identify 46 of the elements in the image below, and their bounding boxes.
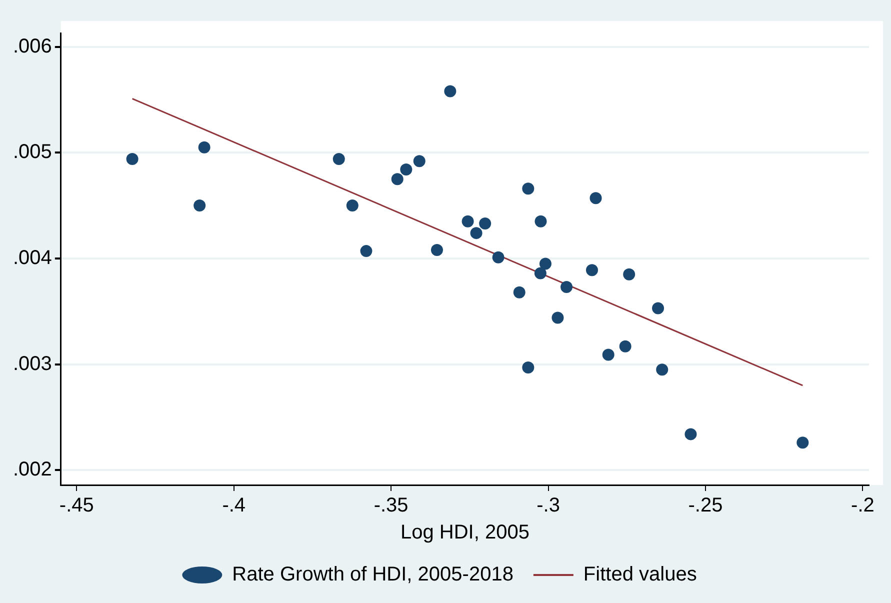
point: [444, 85, 456, 98]
point: [198, 141, 210, 154]
point: [413, 155, 426, 168]
point: [360, 245, 372, 258]
point: [400, 164, 412, 176]
point: [684, 428, 697, 440]
legend-label: Fitted values: [583, 564, 697, 586]
point: [652, 302, 664, 314]
point: [602, 348, 614, 361]
point: [479, 218, 492, 230]
point: [534, 267, 546, 280]
point: [656, 364, 668, 376]
y-tick-label: .003: [12, 352, 52, 375]
legend-label: Rate Growth of HDI, 2005-2018: [232, 564, 514, 586]
point: [346, 200, 358, 212]
point: [332, 152, 345, 165]
y-tick-label: .002: [12, 458, 52, 481]
point: [623, 268, 636, 280]
x-tick-label: -.25: [688, 494, 723, 517]
y-tick-label: .006: [12, 35, 52, 58]
point: [513, 286, 526, 298]
point: [470, 227, 482, 240]
point: [430, 244, 443, 256]
x-tick-label: -.35: [374, 494, 408, 517]
point: [492, 251, 504, 264]
point: [522, 362, 534, 374]
x-tick-label: -.3: [536, 494, 560, 517]
point: [462, 215, 474, 228]
x-axis-title: Log HDI, 2005: [400, 522, 530, 544]
point: [586, 264, 598, 276]
y-tick-label: .005: [12, 141, 52, 164]
point: [590, 192, 602, 204]
point: [522, 182, 534, 195]
x-tick-label: -.2: [851, 494, 874, 517]
point: [539, 258, 552, 270]
point: [391, 173, 404, 186]
point: [560, 281, 573, 294]
point: [552, 312, 564, 324]
point: [126, 152, 138, 165]
point: [619, 340, 632, 352]
point: [534, 215, 547, 228]
point: [796, 436, 809, 449]
x-tick-label: -.45: [59, 494, 94, 517]
y-tick-label: .004: [12, 246, 52, 269]
x-tick-label: -.4: [222, 494, 246, 517]
point: [194, 200, 206, 212]
